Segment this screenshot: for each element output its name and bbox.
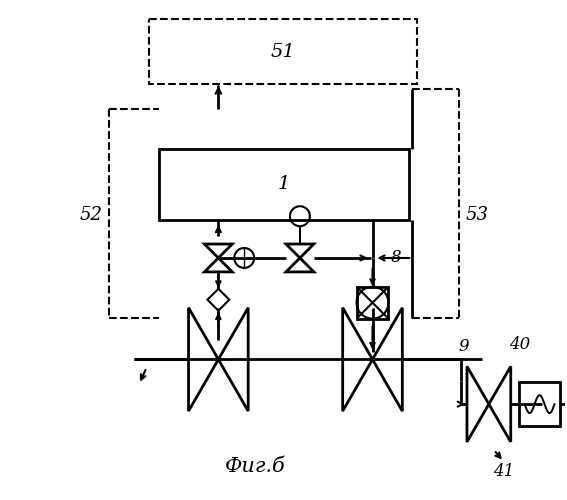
- Polygon shape: [467, 366, 489, 442]
- Bar: [159, 148, 409, 220]
- Text: 53: 53: [466, 206, 488, 224]
- Text: 1: 1: [278, 176, 290, 194]
- Polygon shape: [373, 308, 403, 411]
- Polygon shape: [208, 289, 229, 310]
- Polygon shape: [189, 308, 218, 411]
- Text: 52: 52: [79, 206, 103, 224]
- Polygon shape: [205, 244, 232, 258]
- Text: Фиг.б: Фиг.б: [225, 458, 286, 476]
- Polygon shape: [489, 366, 511, 442]
- Text: 8: 8: [391, 250, 401, 266]
- Bar: [149, 20, 417, 84]
- Text: 9: 9: [459, 338, 469, 355]
- Text: 41: 41: [493, 464, 514, 480]
- Bar: [519, 382, 560, 426]
- Polygon shape: [218, 308, 248, 411]
- Polygon shape: [286, 258, 314, 272]
- Text: 40: 40: [509, 336, 530, 353]
- Polygon shape: [342, 308, 373, 411]
- Text: 51: 51: [270, 42, 295, 60]
- Polygon shape: [286, 244, 314, 258]
- Polygon shape: [205, 258, 232, 272]
- Bar: [357, 287, 388, 318]
